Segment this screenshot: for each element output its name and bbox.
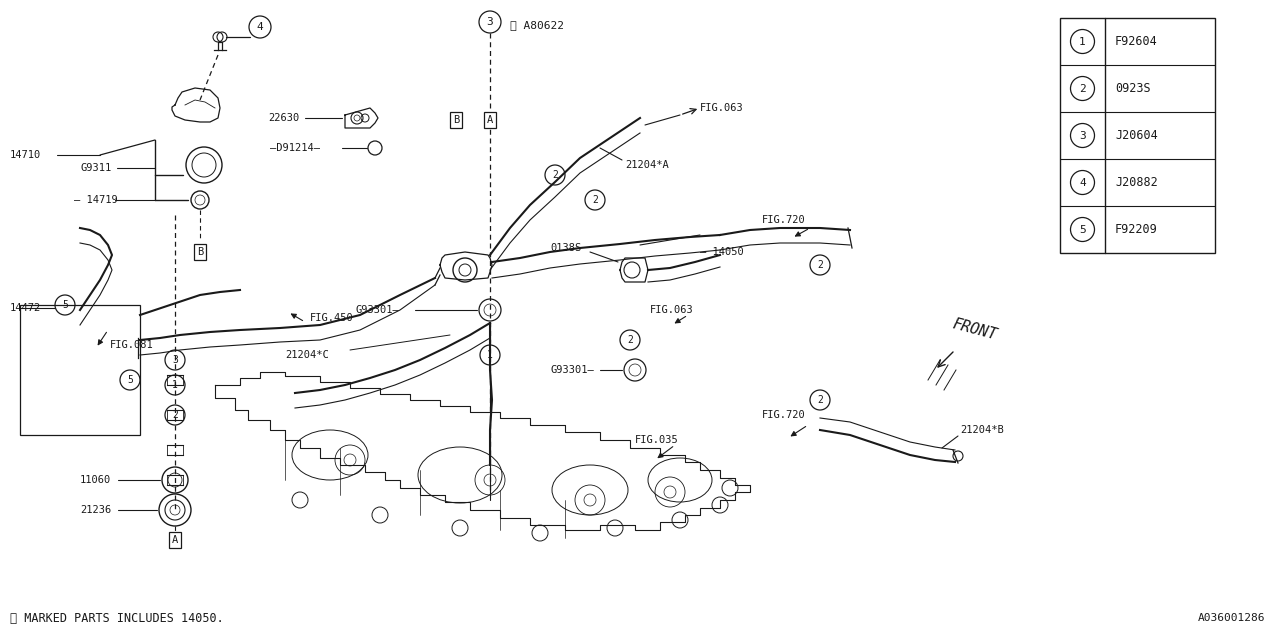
Text: A036001286: A036001286 (1198, 613, 1265, 623)
Text: 21204*B: 21204*B (960, 425, 1004, 435)
Text: 21204*A: 21204*A (625, 160, 668, 170)
Text: FRONT: FRONT (951, 317, 998, 343)
Text: A: A (486, 115, 493, 125)
Text: FIG.063: FIG.063 (650, 305, 694, 315)
Text: ※ A80622: ※ A80622 (509, 20, 564, 30)
Text: 1: 1 (172, 380, 178, 390)
Text: FIG.720: FIG.720 (762, 410, 805, 420)
Text: 5: 5 (127, 375, 133, 385)
Text: 2: 2 (593, 195, 598, 205)
Text: —D91214—: —D91214— (270, 143, 320, 153)
Text: 4: 4 (256, 22, 264, 32)
Text: 14710: 14710 (10, 150, 41, 160)
Text: 0138S: 0138S (550, 243, 581, 253)
Text: FIG.081: FIG.081 (110, 340, 154, 350)
Text: 2: 2 (817, 260, 823, 270)
Text: 2: 2 (552, 170, 558, 180)
Text: 22630: 22630 (268, 113, 300, 123)
Text: F92604: F92604 (1115, 35, 1157, 48)
Text: — 14050: — 14050 (700, 247, 744, 257)
Bar (1060, 18, 1215, 253)
Text: J20604: J20604 (1115, 129, 1157, 142)
Text: ※ MARKED PARTS INCLUDES 14050.: ※ MARKED PARTS INCLUDES 14050. (10, 611, 224, 625)
Text: A: A (172, 535, 178, 545)
Text: FIG.450: FIG.450 (310, 313, 353, 323)
Text: 1: 1 (488, 350, 493, 360)
Text: 4: 4 (1079, 177, 1085, 188)
Text: B: B (453, 115, 460, 125)
Text: 2: 2 (1079, 83, 1085, 93)
Text: 2: 2 (627, 335, 632, 345)
Bar (20, 305, 140, 435)
Text: 5: 5 (61, 300, 68, 310)
Text: 14472: 14472 (10, 303, 41, 313)
Text: 11060: 11060 (81, 475, 111, 485)
Text: 21236: 21236 (81, 505, 111, 515)
Text: FIG.063: FIG.063 (700, 103, 744, 113)
Text: 1: 1 (1079, 36, 1085, 47)
Text: 2: 2 (172, 410, 178, 420)
Text: F92209: F92209 (1115, 223, 1157, 236)
Text: 3: 3 (486, 17, 493, 27)
Text: 0923S: 0923S (1115, 82, 1151, 95)
Text: 5: 5 (1079, 225, 1085, 234)
Text: FIG.720: FIG.720 (762, 215, 805, 225)
Text: 2: 2 (817, 395, 823, 405)
Text: FIG.035: FIG.035 (635, 435, 678, 445)
Text: — 14719: — 14719 (74, 195, 118, 205)
Text: 3: 3 (172, 355, 178, 365)
Text: J20882: J20882 (1115, 176, 1157, 189)
Text: G9311: G9311 (81, 163, 111, 173)
Text: G93301—: G93301— (550, 365, 594, 375)
Text: B: B (197, 247, 204, 257)
Text: 3: 3 (1079, 131, 1085, 141)
Text: G93301—: G93301— (355, 305, 399, 315)
Text: 21204*C: 21204*C (285, 350, 329, 360)
